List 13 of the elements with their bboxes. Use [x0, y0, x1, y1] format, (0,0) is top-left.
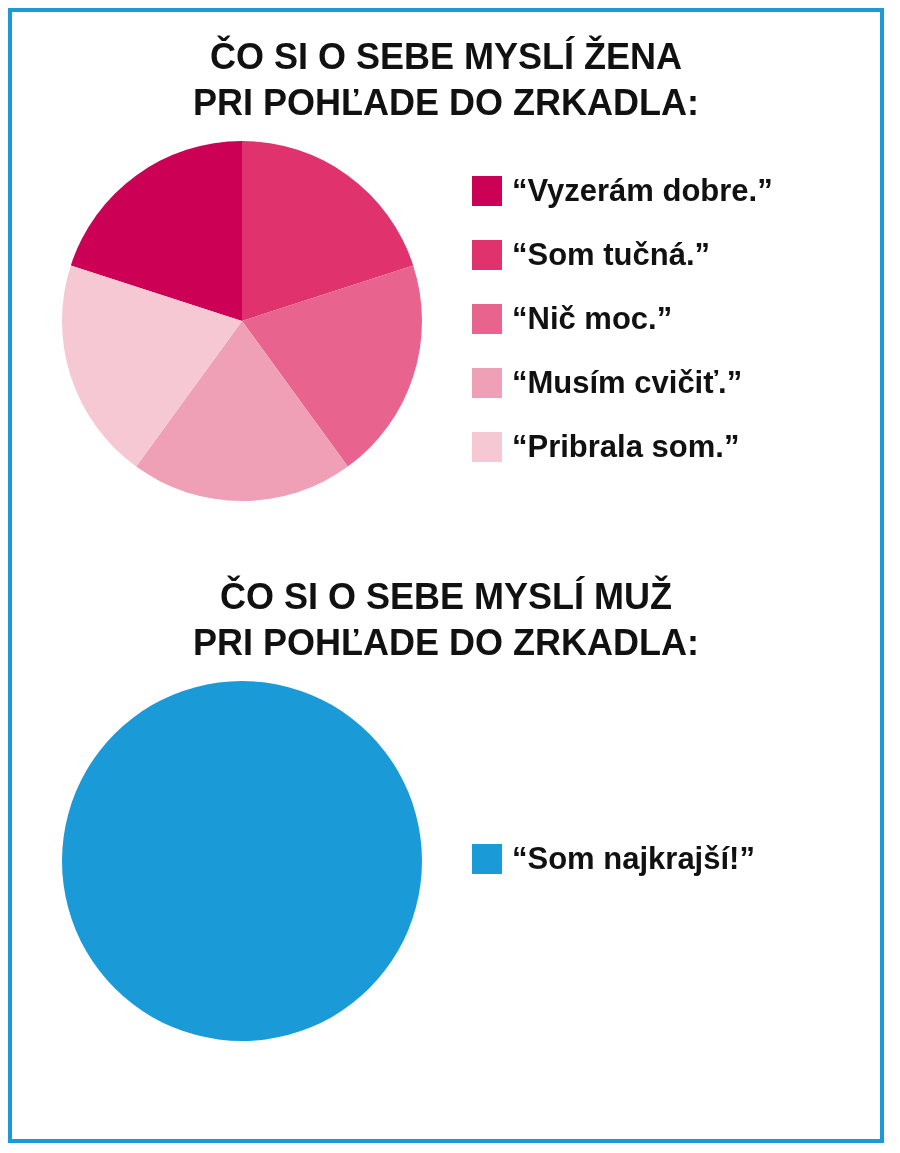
pie-slice: [70, 141, 242, 321]
pie-slice: [242, 141, 414, 321]
legend-label: “Som najkrajší!”: [512, 841, 755, 877]
chart-title: ČO SI O SEBE MYSLÍ ŽENA PRI POHĽADE DO ZRKADLA:: [192, 34, 700, 125]
chart-title: ČO SI O SEBE MYSLÍ MUŽ PRI POHĽADE DO ZRKADLA:: [192, 574, 700, 665]
pie-slice: [136, 321, 348, 501]
legend-label: “Som tučná.”: [512, 237, 711, 273]
pie-slice: [242, 265, 422, 467]
legend-label: “Pribrala som.”: [512, 429, 740, 465]
legend-label: “Nič moc.”: [512, 301, 673, 337]
pie-slice: [62, 265, 242, 467]
legend-label: “Musím cvičiť.”: [512, 365, 743, 401]
legend-label: “Vyzerám dobre.”: [512, 173, 773, 209]
